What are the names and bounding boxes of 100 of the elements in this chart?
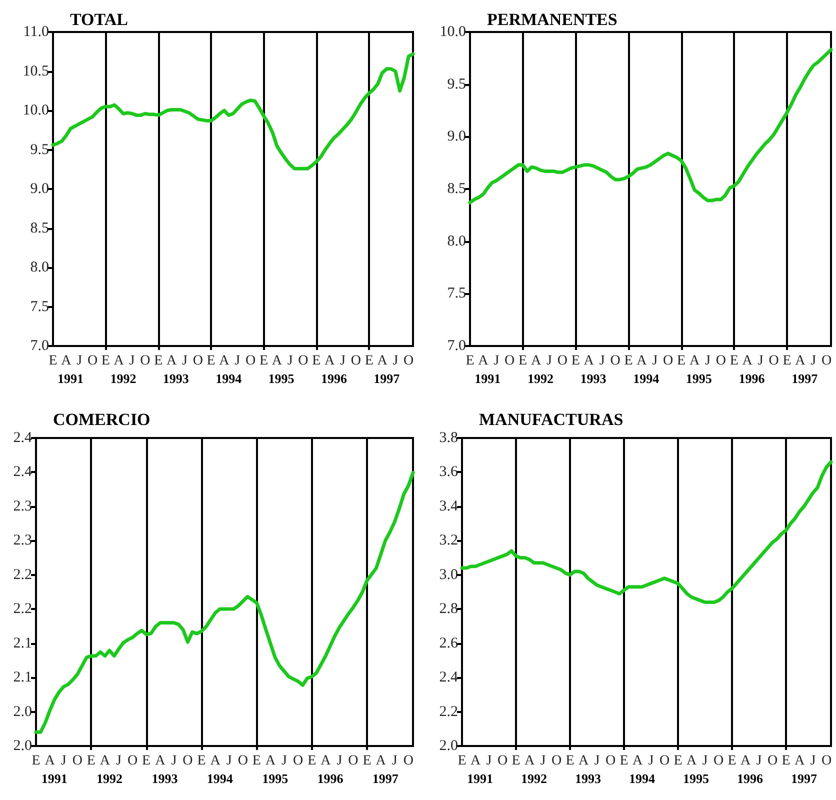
x-tick-label: E — [458, 754, 466, 768]
text: 1995 — [683, 771, 710, 786]
x-tick-label: A — [686, 754, 698, 768]
text: 1996 — [320, 371, 348, 386]
x-tick-label: A — [219, 354, 230, 368]
y-tick-label: 7.5 — [447, 286, 466, 302]
x-tick-label: J — [594, 754, 600, 768]
x-tick-label: E — [312, 354, 321, 368]
y-tick-label: 8.0 — [30, 260, 49, 276]
x-tick-label: O — [551, 754, 562, 768]
y-tick-label: 2.0 — [13, 738, 32, 754]
x-tick-label: E — [620, 754, 628, 768]
x-tick-label: O — [403, 754, 414, 768]
x-tick-label: E — [32, 754, 40, 768]
line-series — [468, 48, 833, 204]
x-tick-label: J — [287, 354, 294, 368]
y-tick-label: 3.4 — [439, 498, 458, 514]
x-tick-label: O — [348, 754, 358, 768]
text: 1997 — [792, 371, 818, 386]
x-tick-label: A — [478, 354, 490, 368]
x-tick-label: J — [60, 754, 67, 768]
x-tick-label: O — [72, 754, 82, 768]
x-tick-label: O — [821, 754, 832, 768]
x-tick-label: E — [466, 354, 474, 368]
text: 1994 — [216, 371, 242, 386]
y-tick-label: 2.0 — [13, 704, 32, 720]
text: 1993 — [162, 371, 190, 386]
x-tick-label: A — [632, 754, 644, 768]
y-tick-label: 2.2 — [439, 704, 458, 720]
x-tick-label: A — [636, 354, 648, 368]
y-tick-label: 9.5 — [30, 142, 49, 158]
x-tick-label: J — [652, 354, 658, 368]
y-tick-label: 2.6 — [439, 635, 458, 652]
x-tick-label: E — [252, 754, 261, 768]
x-tick-label: E — [624, 354, 633, 368]
x-tick-label: J — [129, 354, 136, 368]
text: 1994 — [633, 371, 660, 386]
x-tick-label: E — [101, 354, 110, 368]
chart-title: COMERCIO — [53, 410, 150, 429]
x-tick-label: E — [364, 354, 374, 368]
x-tick-label: A — [44, 754, 56, 768]
x-tick-label: O — [557, 354, 568, 368]
x-tick-label: E — [677, 354, 686, 368]
y-tick-label: 2.3 — [13, 532, 32, 549]
text: 1993 — [575, 771, 602, 786]
text: 1991 — [474, 371, 501, 386]
x-tick-label: O — [713, 754, 724, 768]
x-tick-label: A — [740, 754, 752, 768]
text: 1997 — [372, 771, 399, 786]
chart-title: PERMANENTES — [487, 10, 618, 29]
y-tick-label: 7.5 — [30, 298, 49, 315]
y-tick-label: 3.0 — [439, 566, 458, 583]
y-tick-label: 10.0 — [440, 24, 466, 40]
x-tick-label: J — [599, 354, 606, 368]
y-tick-label: 3.8 — [439, 430, 458, 446]
x-tick-label: O — [246, 354, 256, 368]
x-tick-label: A — [794, 754, 806, 768]
x-tick-label: E — [259, 354, 268, 368]
y-tick-label: 2.4 — [13, 464, 32, 480]
x-tick-label: O — [140, 354, 150, 368]
text: 1995 — [262, 771, 289, 786]
x-tick-label: E — [730, 354, 738, 368]
x-tick-label: O — [768, 354, 779, 368]
x-tick-label: A — [324, 354, 336, 368]
x-tick-label: J — [234, 354, 241, 368]
text: 1991 — [41, 771, 68, 786]
y-tick-label: 11.0 — [23, 24, 49, 40]
line-series — [460, 460, 833, 604]
y-tick-label: 2.1 — [13, 670, 32, 686]
text: 1992 — [521, 771, 547, 786]
x-tick-label: J — [810, 354, 817, 368]
y-tick-label: 2.3 — [13, 498, 32, 514]
y-tick-label: 9.0 — [30, 181, 49, 197]
y-tick-label: 8.5 — [447, 181, 466, 197]
text: 1992 — [527, 371, 554, 386]
x-tick-label: O — [663, 354, 674, 368]
x-tick-label: A — [578, 754, 590, 768]
x-tick-label: A — [272, 354, 283, 368]
x-tick-label: J — [392, 754, 398, 768]
x-tick-label: J — [116, 754, 122, 768]
x-tick-label: J — [540, 754, 546, 768]
x-tick-label: O — [404, 354, 414, 368]
x-tick-label: J — [226, 754, 232, 768]
chart-title: MANUFACTURAS — [479, 410, 624, 429]
x-tick-label: J — [756, 754, 762, 768]
text: 1991 — [467, 771, 493, 786]
x-tick-label: A — [377, 354, 388, 368]
x-tick-label: A — [689, 354, 700, 368]
text: 1996 — [317, 771, 344, 786]
x-tick-label: J — [758, 354, 764, 368]
x-tick-label: A — [210, 754, 222, 768]
text: 1992 — [110, 371, 136, 386]
y-tick-label: 10.0 — [22, 102, 49, 118]
y-tick-label: 2.4 — [439, 670, 458, 686]
x-tick-label: J — [702, 754, 708, 768]
text: 1993 — [152, 771, 178, 786]
x-tick-label: E — [782, 754, 790, 768]
text: 1992 — [96, 771, 123, 786]
x-tick-label: E — [782, 354, 792, 368]
text: 1997 — [791, 771, 818, 786]
